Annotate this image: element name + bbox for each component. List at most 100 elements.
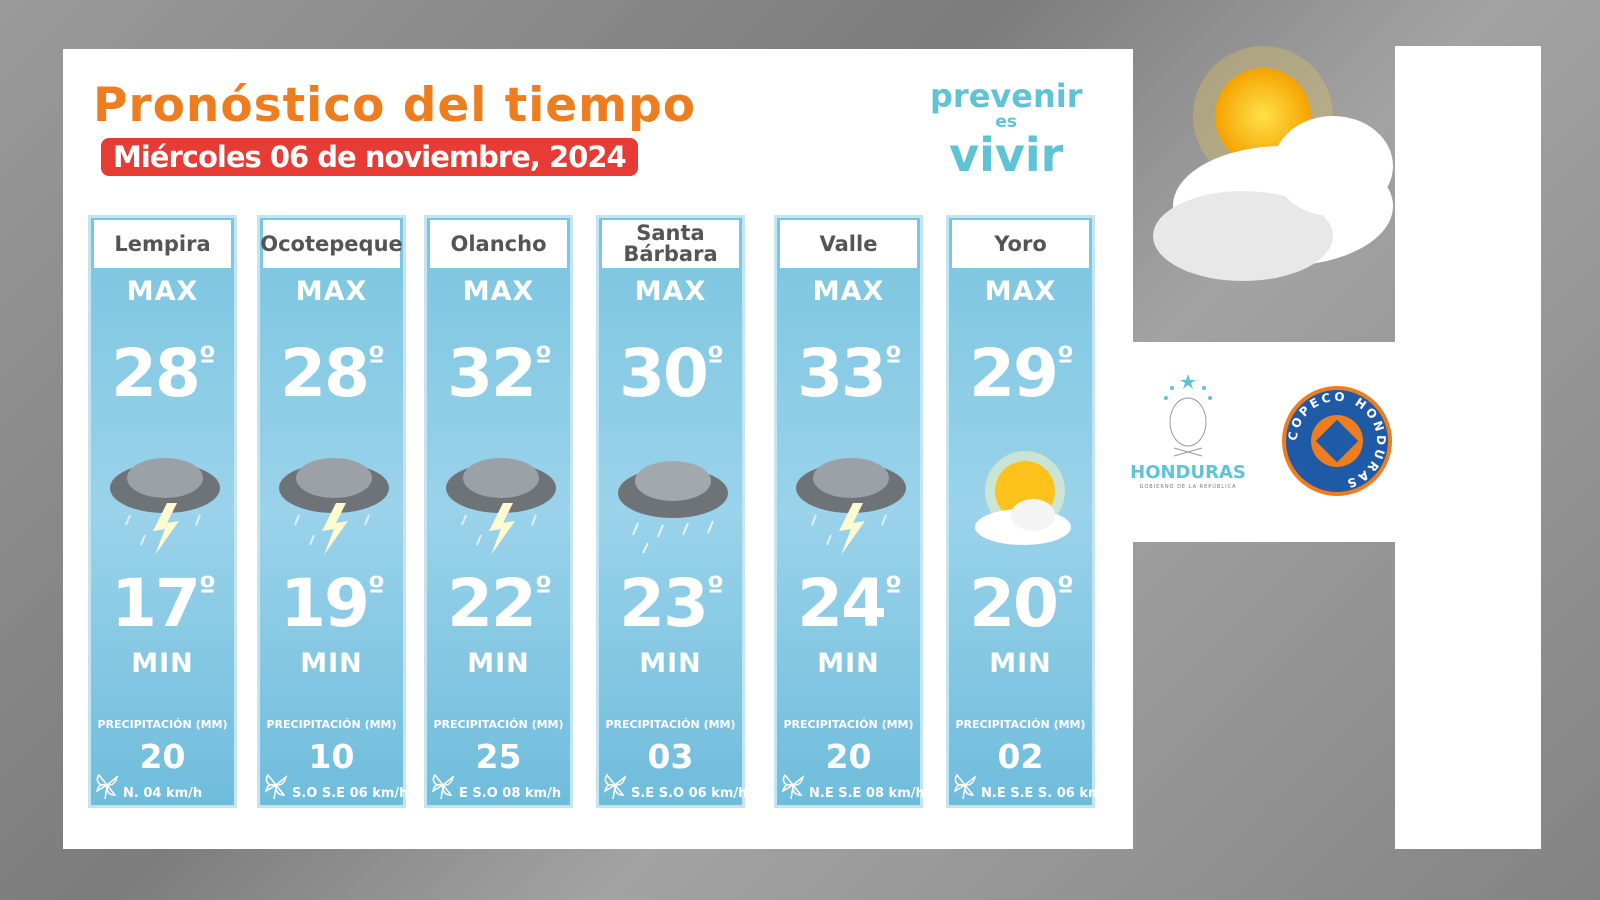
date-badge: Miércoles 06 de noviembre, 2024 xyxy=(101,138,638,176)
honduras-subtext: GOBIERNO DE LA REPÚBLICA xyxy=(1139,484,1237,490)
wind-icon xyxy=(603,773,627,800)
min-temp-value: 17 xyxy=(111,565,201,642)
min-label: MIN xyxy=(131,648,194,679)
wind-icon xyxy=(431,773,455,800)
brand-line2: es xyxy=(995,111,1018,132)
max-temp: 28º xyxy=(260,338,403,410)
min-temp: 20º xyxy=(949,568,1092,640)
page-title: Pronóstico del tiempo xyxy=(93,78,697,133)
wind-info: S.E S.O 06 km/h xyxy=(631,786,748,801)
precipitation-value: 20 xyxy=(139,737,186,776)
department-name: Olancho xyxy=(430,220,567,268)
precipitation-value: 02 xyxy=(997,737,1044,776)
prevenir-es-vivir-logo: prevenir es vivir xyxy=(930,77,1083,183)
brand-line1: prevenir xyxy=(930,77,1083,115)
thunderstorm-icon xyxy=(446,458,556,555)
precipitation-value: 25 xyxy=(475,737,522,776)
wind-icon xyxy=(781,773,805,800)
wind-icon xyxy=(953,773,977,800)
coat-of-arms-icon xyxy=(1164,374,1212,457)
department-name: Santa Bárbara xyxy=(602,220,739,268)
department-name: Yoro xyxy=(952,220,1089,268)
department-name: Valle xyxy=(780,220,917,268)
max-temp-value: 32 xyxy=(447,335,537,412)
degree-symbol: º xyxy=(198,341,216,376)
min-temp: 23º xyxy=(599,568,742,640)
degree-symbol: º xyxy=(706,571,724,606)
min-temp: 22º xyxy=(427,568,570,640)
min-label: MIN xyxy=(467,648,530,679)
thunderstorm-icon xyxy=(796,458,906,555)
honduras-text: HONDURAS xyxy=(1130,462,1246,483)
max-temp: 32º xyxy=(427,338,570,410)
min-temp: 19º xyxy=(260,568,403,640)
min-temp-value: 22 xyxy=(447,565,537,642)
thunderstorm-icon xyxy=(279,458,389,555)
forecast-column-1: Ocotepeque MAX 28º 19º MIN PRECIPITACIÓN… xyxy=(257,215,408,808)
max-temp-value: 28 xyxy=(280,335,370,412)
max-label: MAX xyxy=(462,276,535,307)
degree-symbol: º xyxy=(884,341,902,376)
min-temp-value: 19 xyxy=(280,565,370,642)
sun-cloud-decoration-icon xyxy=(1153,46,1393,281)
brand-line3: vivir xyxy=(949,128,1064,183)
wind-info: S.O S.E 06 km/h xyxy=(292,786,409,801)
precipitation-label: PRECIPITACIÓN (MM) xyxy=(605,718,736,731)
min-label: MIN xyxy=(989,648,1052,679)
department-name: Lempira xyxy=(94,220,231,268)
max-label: MAX xyxy=(126,276,199,307)
min-temp: 17º xyxy=(91,568,234,640)
copeco-logo: COPECO HONDURAS xyxy=(1282,386,1392,496)
max-temp: 30º xyxy=(599,338,742,410)
side-bar xyxy=(1395,46,1541,849)
forecast-column-4: Valle MAX 33º 24º MIN PRECIPITACIÓN (MM)… xyxy=(774,215,925,808)
forecast-column-3: Santa Bárbara MAX 30º 23º MIN PRECIPITAC… xyxy=(596,215,747,808)
degree-symbol: º xyxy=(1056,571,1074,606)
min-temp-value: 23 xyxy=(619,565,709,642)
min-temp: 24º xyxy=(777,568,920,640)
precipitation-label: PRECIPITACIÓN (MM) xyxy=(433,718,564,731)
precipitation-label: PRECIPITACIÓN (MM) xyxy=(266,718,397,731)
degree-symbol: º xyxy=(367,341,385,376)
wind-icon xyxy=(95,773,119,800)
min-label: MIN xyxy=(639,648,702,679)
degree-symbol: º xyxy=(534,341,552,376)
max-temp: 33º xyxy=(777,338,920,410)
min-label: MIN xyxy=(817,648,880,679)
max-label: MAX xyxy=(984,276,1057,307)
precipitation-label: PRECIPITACIÓN (MM) xyxy=(97,718,228,731)
max-label: MAX xyxy=(812,276,885,307)
max-label: MAX xyxy=(634,276,707,307)
max-temp-value: 30 xyxy=(619,335,709,412)
max-label: MAX xyxy=(295,276,368,307)
honduras-logo: HONDURAS GOBIERNO DE LA REPÚBLICA xyxy=(1128,372,1248,491)
thunderstorm-icon xyxy=(110,458,220,555)
forecast-column-0: Lempira MAX 28º 17º MIN PRECIPITACIÓN (M… xyxy=(88,215,237,808)
sun-cloud-icon xyxy=(975,451,1071,545)
department-name: Ocotepeque xyxy=(260,220,403,268)
max-temp-value: 28 xyxy=(111,335,201,412)
wind-info: E S.O 08 km/h xyxy=(459,786,562,801)
precipitation-value: 20 xyxy=(825,737,872,776)
degree-symbol: º xyxy=(534,571,552,606)
degree-symbol: º xyxy=(1056,341,1074,376)
precipitation-value: 10 xyxy=(308,737,355,776)
degree-symbol: º xyxy=(884,571,902,606)
degree-symbol: º xyxy=(706,341,724,376)
min-label: MIN xyxy=(300,648,363,679)
precipitation-value: 03 xyxy=(647,737,694,776)
max-temp: 28º xyxy=(91,338,234,410)
precipitation-label: PRECIPITACIÓN (MM) xyxy=(783,718,914,731)
wind-info: N. 04 km/h xyxy=(123,786,203,801)
wind-info: N.E S.E S. 06 km/h xyxy=(981,786,1116,801)
max-temp-value: 29 xyxy=(969,335,1059,412)
wind-info: N.E S.E 08 km/h xyxy=(809,786,925,801)
forecast-column-5: Yoro MAX 29º 20º MIN PRECIPITACIÓN (MM) … xyxy=(946,215,1116,808)
max-temp: 29º xyxy=(949,338,1092,410)
forecast-column-2: Olancho MAX 32º 22º MIN PRECIPITACIÓN (M… xyxy=(424,215,573,808)
min-temp-value: 24 xyxy=(797,565,887,642)
precipitation-label: PRECIPITACIÓN (MM) xyxy=(955,718,1086,731)
degree-symbol: º xyxy=(198,571,216,606)
max-temp-value: 33 xyxy=(797,335,887,412)
rain-cloud-icon xyxy=(618,461,728,554)
